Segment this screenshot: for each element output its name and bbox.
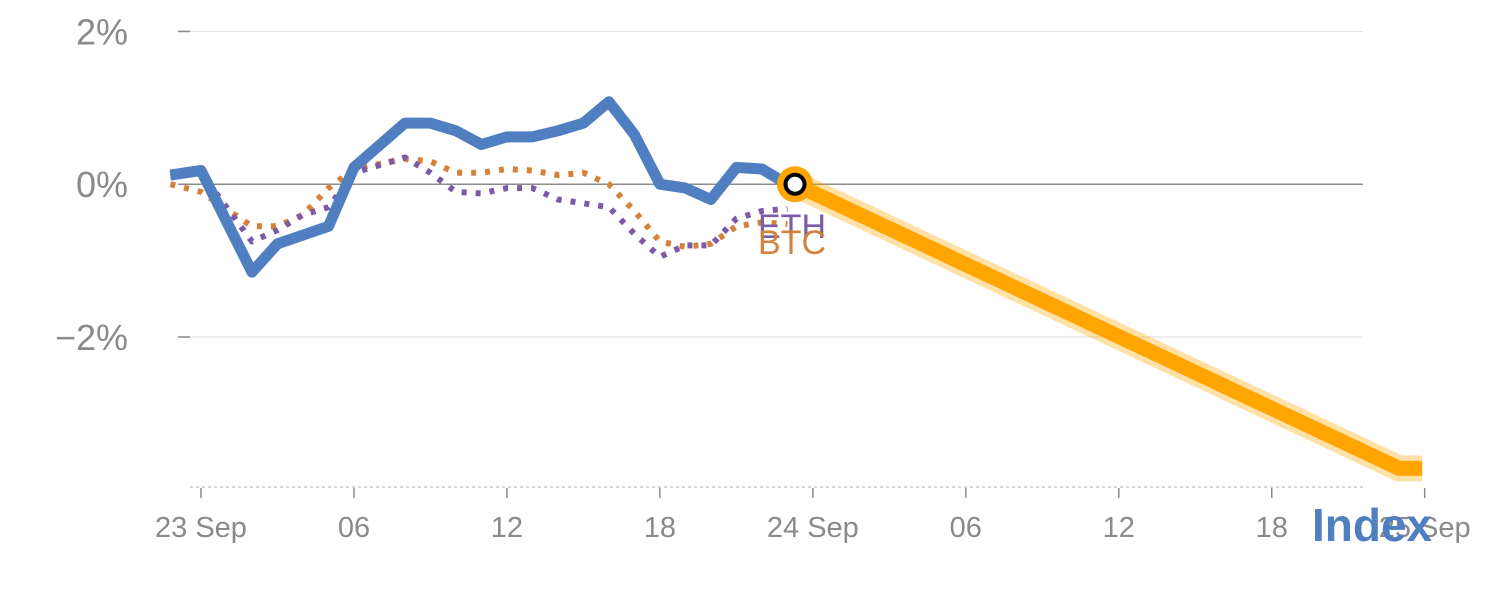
x-tick-label: 23 Sep	[155, 512, 247, 544]
eth-end-label: ETH	[758, 208, 826, 246]
x-tick-label: 25 Sep	[1379, 512, 1471, 544]
x-tick-label: 12	[1103, 512, 1135, 544]
highlight-markers	[777, 166, 813, 203]
index-line	[169, 96, 791, 278]
btc-line	[169, 156, 788, 250]
x-tick-label: 06	[950, 512, 982, 544]
axes: 2% 0% −2% 23 Sep 06 12 18 24 Sep 06 12 18 25 Sep	[55, 11, 1471, 544]
btc-end-label: BTC	[758, 224, 826, 262]
gridlines	[178, 30, 1363, 338]
y-tick-label: −2%	[55, 317, 128, 358]
x-tick-label: 24 Sep	[767, 512, 859, 544]
index-series-label: Index	[1312, 499, 1433, 551]
x-tick-label: 18	[644, 512, 676, 544]
x-tick-label: 12	[491, 512, 523, 544]
forecast-line	[791, 177, 1423, 476]
x-tick-label: 06	[338, 512, 370, 544]
highlight-point-marker	[783, 172, 807, 196]
series-lines	[169, 96, 1423, 482]
x-tick-label: 18	[1256, 512, 1288, 544]
y-tick-label: 0%	[76, 164, 128, 205]
eth-line	[170, 154, 788, 260]
y-tick-label: 2%	[76, 11, 128, 52]
